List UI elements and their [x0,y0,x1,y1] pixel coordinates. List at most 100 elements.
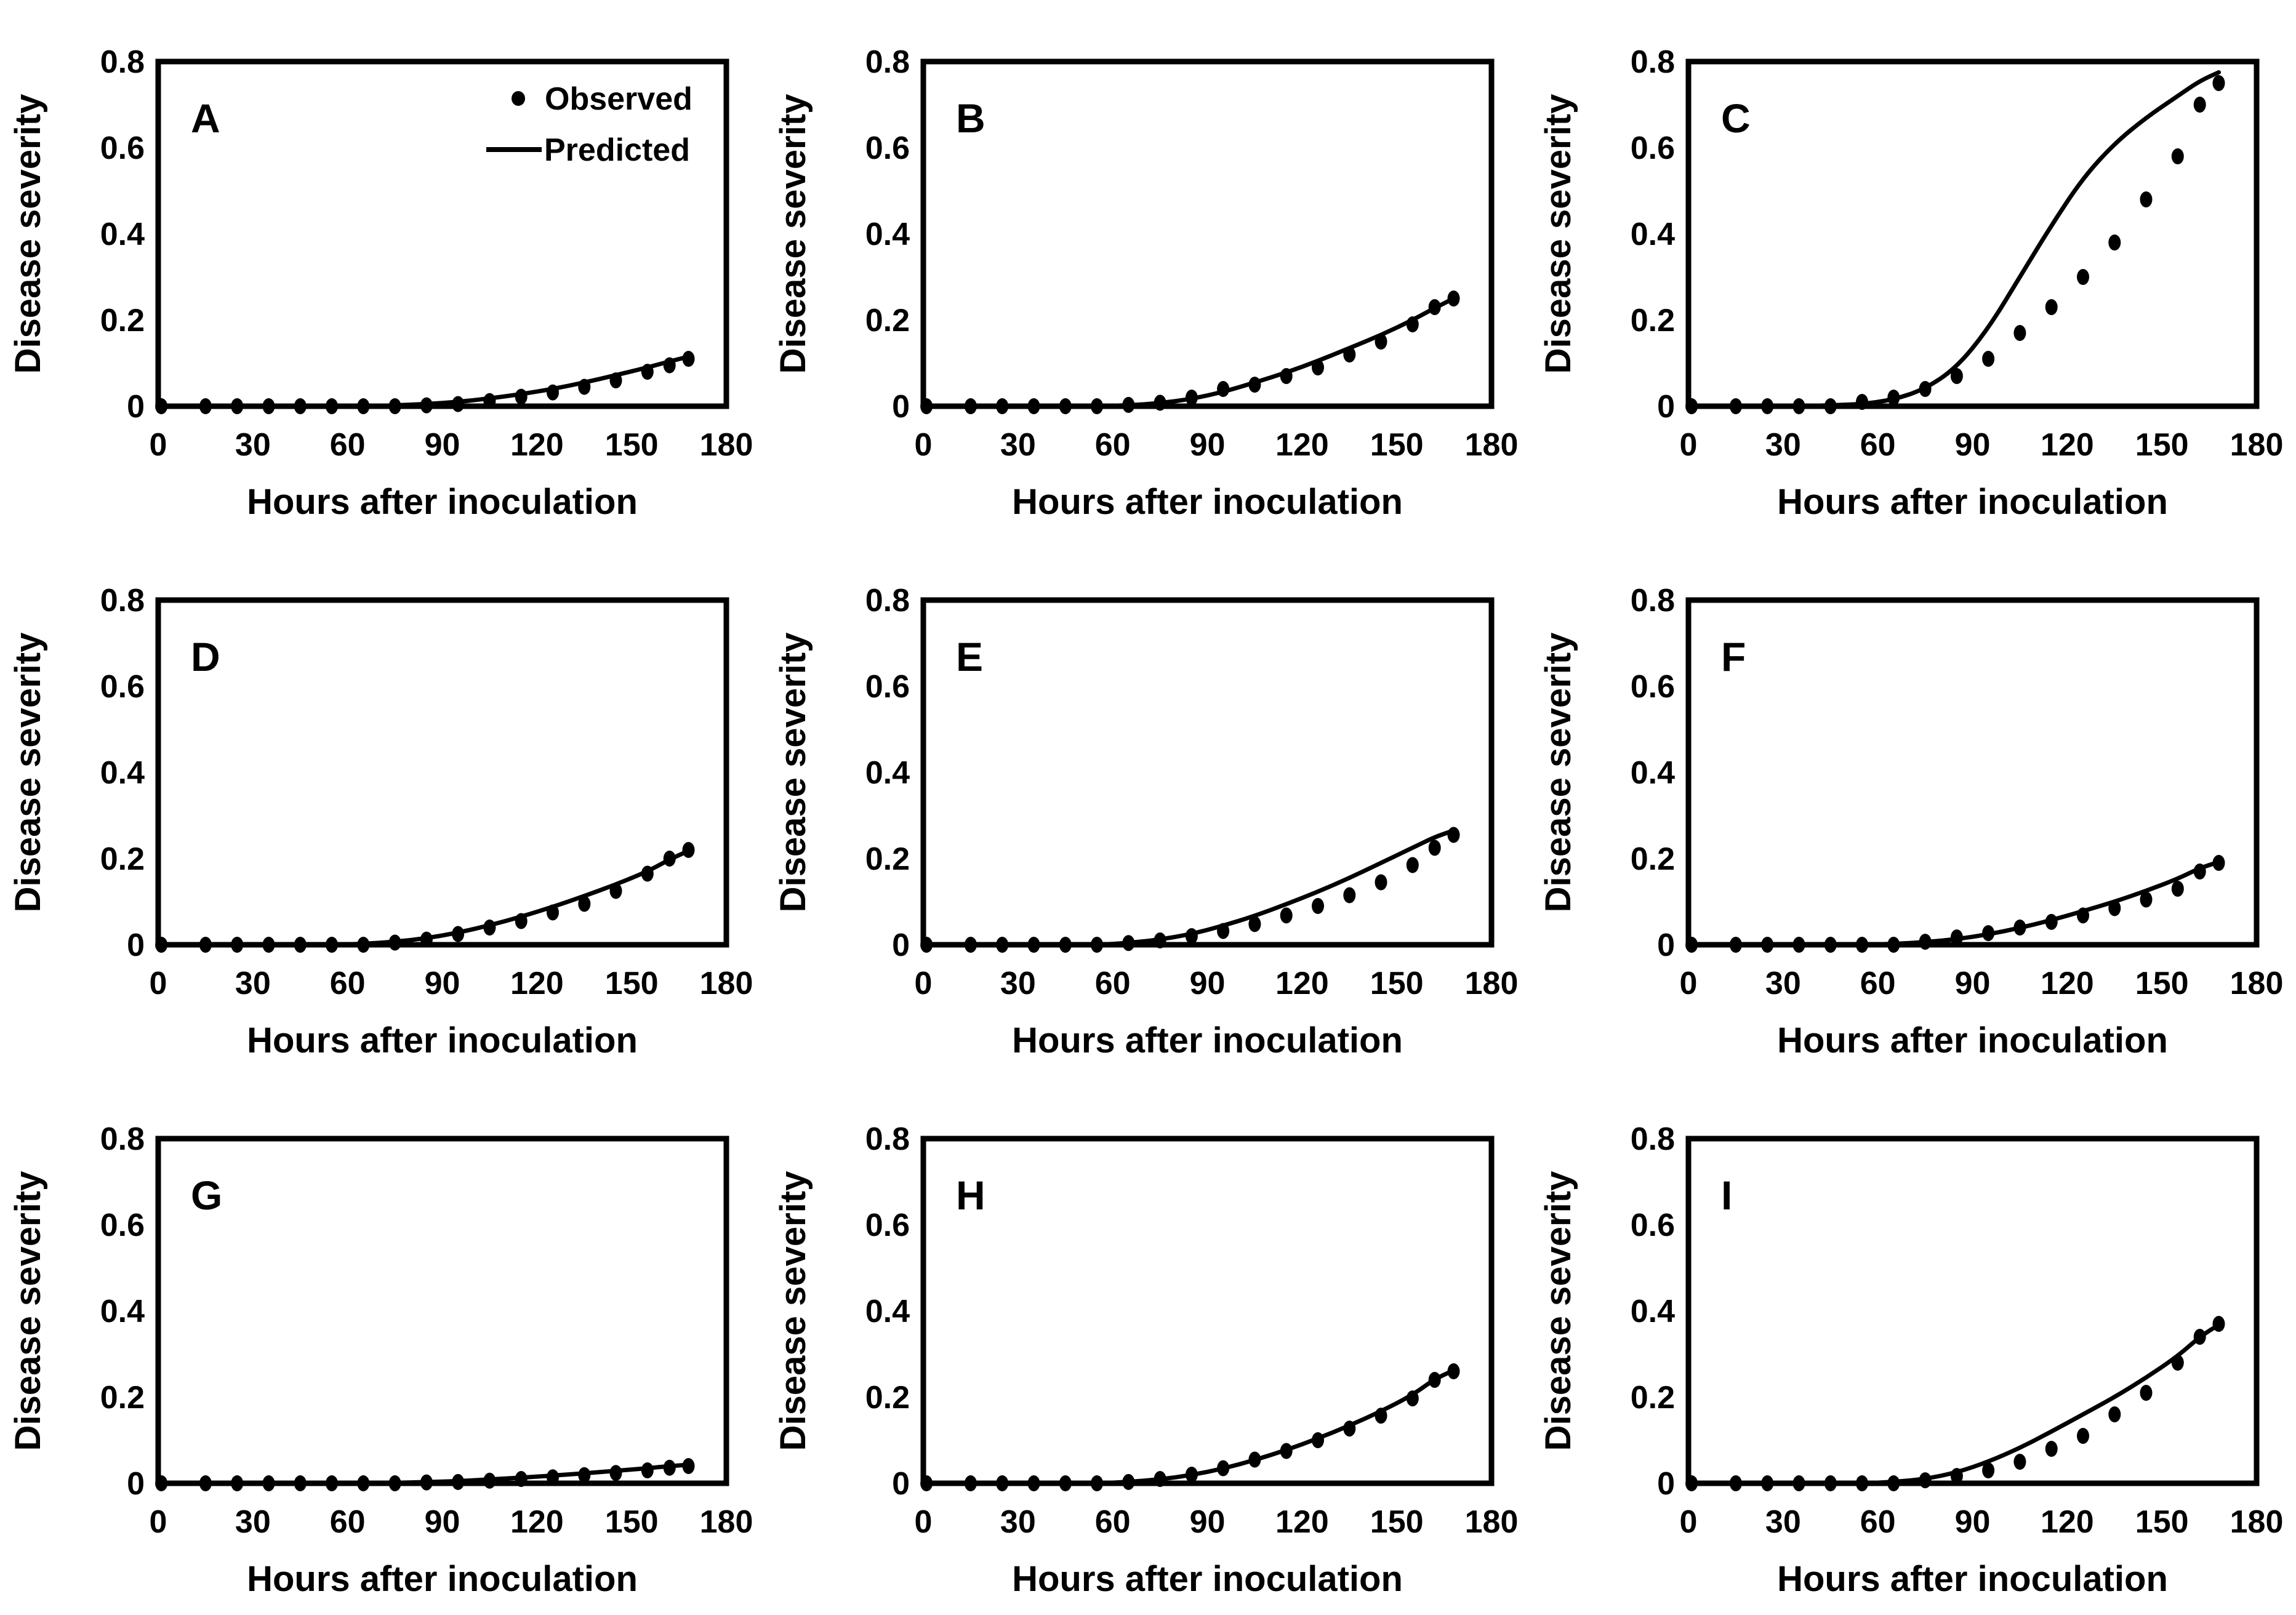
observed-point [2013,1454,2026,1470]
x-tick-label: 150 [2135,1504,2189,1540]
panel-F-chart: 0 0.2 0.4 0.6 0.8 0 30 60 90 120 150 180 Disease sev… [1530,539,2295,1077]
x-tick-label: 180 [700,966,753,1001]
panel-letter: E [956,634,983,679]
x-tick-label: 30 [1765,427,1801,463]
y-axis-label: Disease severity [8,94,48,374]
x-tick-label: 90 [425,966,460,1001]
y-tick-label: 0.6 [865,130,910,166]
x-tick-label: 150 [605,1504,659,1540]
observed-point [1280,907,1293,924]
y-axis-label: Disease severity [8,1171,48,1451]
plot-border [920,1136,1495,1486]
panel-letter: H [956,1172,985,1218]
y-tick-label: 0 [892,1466,910,1502]
y-tick-label: 0.4 [865,1294,910,1329]
y-tick-label: 0.6 [100,1208,145,1243]
y-tick-label: 0.6 [1631,669,1675,705]
x-tick-label: 120 [510,966,564,1001]
y-tick-label: 0.6 [100,130,145,166]
x-tick-label: 150 [2135,966,2189,1001]
panel-background [1530,539,2295,1077]
observed-point [2140,1385,2153,1401]
x-tick-label: 60 [1860,1504,1896,1540]
plot-border [155,597,729,948]
y-tick-label: 0.2 [865,1380,910,1416]
panel-B: 0 0.2 0.4 0.6 0.8 0 30 60 90 120 150 180 Disease sev… [765,0,1530,539]
y-tick-label: 0.8 [1631,583,1675,619]
y-tick-label: 0.8 [100,44,145,80]
predicted-line [924,296,1456,409]
x-tick-label: 0 [915,966,933,1001]
x-tick-label: 90 [1190,427,1226,463]
x-tick-label: 60 [1860,427,1896,463]
x-tick-label: 180 [1465,427,1519,463]
panel-background [1530,1077,2295,1615]
y-tick-label: 0 [1657,389,1675,425]
observed-point [2108,234,2121,250]
y-tick-label: 0 [1657,928,1675,963]
y-tick-label: 0.8 [100,583,145,619]
y-tick-label: 0.2 [1631,841,1675,877]
panel-A: 0 0.2 0.4 0.6 0.8 0 30 60 90 120 150 180 Disease sev… [0,0,765,539]
y-tick-label: 0.4 [100,217,145,252]
observed-point [2140,891,2153,908]
x-axis-label: Hours after inoculation [1012,1020,1403,1060]
observed-point [1343,887,1356,904]
observed-point [483,393,496,409]
x-tick-label: 180 [1465,1504,1519,1540]
x-tick-label: 120 [2041,966,2094,1001]
legend-observed-label: Observed [545,81,692,117]
panel-C-chart: 0 0.2 0.4 0.6 0.8 0 30 60 90 120 150 180 Disease sev… [1530,0,2295,539]
panel-letter: I [1721,1172,1732,1218]
panel-background [765,0,1530,539]
panel-D: 0 0.2 0.4 0.6 0.8 0 30 60 90 120 150 180 Disease sev… [0,539,765,1077]
x-tick-label: 120 [1275,966,1329,1001]
y-axis-label: Disease severity [8,633,48,913]
x-tick-label: 60 [330,966,366,1001]
observed-point [2193,97,2206,113]
y-tick-label: 0.6 [100,669,145,705]
x-tick-label: 180 [1465,966,1519,1001]
observed-point [1982,351,1995,367]
x-tick-label: 0 [915,1504,933,1540]
y-tick-label: 0.4 [100,755,145,791]
observed-point [2171,148,2184,164]
panel-B-chart: 0 0.2 0.4 0.6 0.8 0 30 60 90 120 150 180 Disease sev… [765,0,1530,539]
x-axis-label: Hours after inoculation [1777,1020,2168,1060]
x-axis-label: Hours after inoculation [1777,1559,2168,1599]
observed-point [2077,1428,2089,1444]
x-tick-label: 120 [1275,427,1329,463]
observed-point [1248,916,1261,932]
y-tick-label: 0.6 [1631,1208,1675,1243]
y-axis-label: Disease severity [773,1171,813,1451]
panel-background [0,539,765,1077]
x-tick-label: 180 [2230,966,2284,1001]
x-tick-label: 30 [1000,966,1036,1001]
y-tick-label: 0 [127,928,145,963]
panel-C: 0 0.2 0.4 0.6 0.8 0 30 60 90 120 150 180 Disease sev… [1530,0,2296,539]
y-tick-label: 0.8 [1631,1121,1675,1157]
predicted-line [1689,70,2221,409]
y-tick-label: 0.2 [100,1380,145,1416]
y-tick-label: 0.2 [865,841,910,877]
predicted-line [924,1368,1456,1486]
x-tick-label: 90 [1190,966,1226,1001]
observed-point [1428,840,1441,856]
panel-E: 0 0.2 0.4 0.6 0.8 0 30 60 90 120 150 180 Disease sev… [765,539,1530,1077]
y-tick-label: 0 [127,1466,145,1502]
y-tick-label: 0.4 [1631,755,1675,791]
y-tick-label: 0.8 [865,583,910,619]
panel-background [765,539,1530,1077]
x-tick-label: 120 [2041,427,2094,463]
y-tick-label: 0.4 [865,217,910,252]
observed-point [578,896,591,912]
panel-letter: G [191,1172,222,1218]
x-tick-label: 90 [1955,1504,1991,1540]
observed-point [1312,898,1324,914]
y-tick-label: 0.4 [100,1294,145,1329]
y-axis-label: Disease severity [1538,1171,1578,1451]
x-tick-label: 150 [1370,427,1424,463]
legend-predicted-label: Predicted [544,132,690,168]
x-tick-label: 180 [2230,1504,2284,1540]
